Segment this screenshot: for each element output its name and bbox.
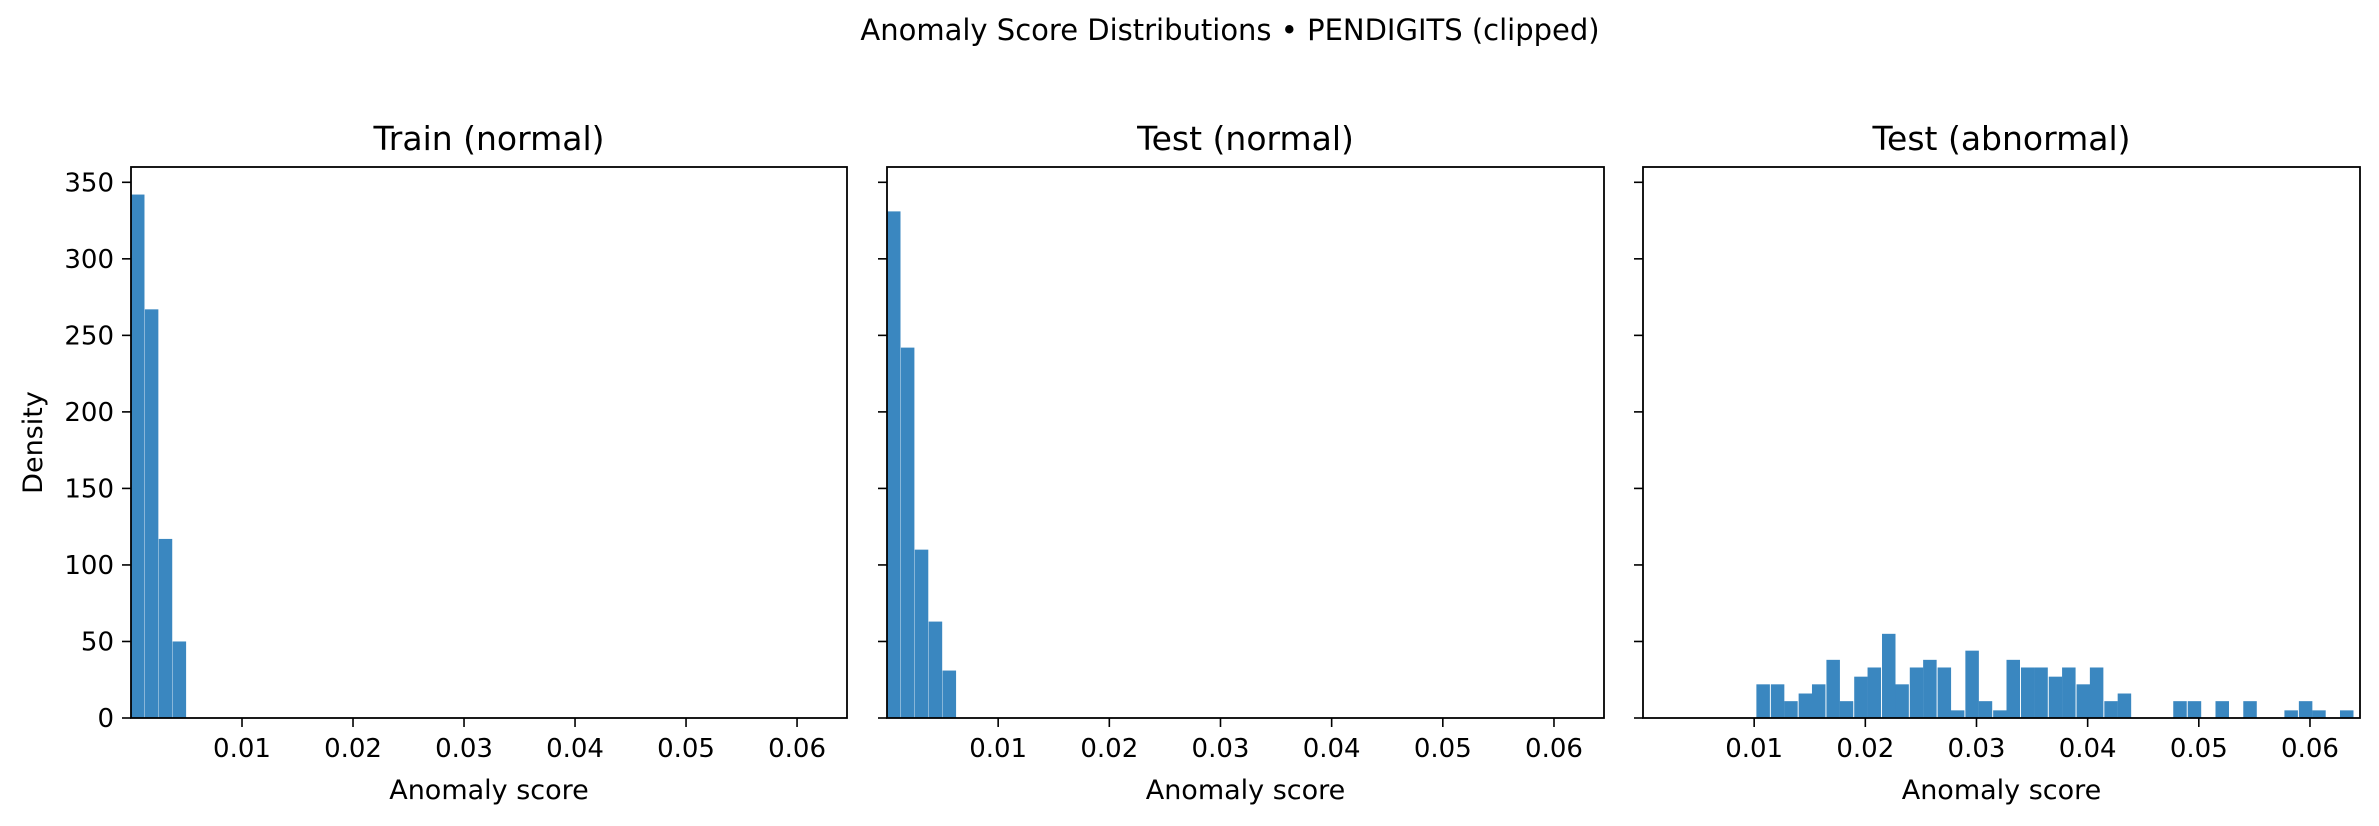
x-tick-label: 0.06 bbox=[768, 734, 826, 764]
histogram-bar bbox=[2020, 667, 2035, 718]
histogram-bar bbox=[2243, 701, 2257, 718]
histogram-bar bbox=[2312, 710, 2326, 718]
histogram-bar bbox=[131, 194, 145, 719]
y-tick-label: 150 bbox=[64, 474, 114, 504]
y-tick-label: 50 bbox=[81, 627, 114, 657]
histogram-bar bbox=[2298, 701, 2313, 718]
histogram-bar bbox=[2089, 667, 2104, 718]
y-tick-label: 0 bbox=[97, 704, 114, 734]
histogram-bar bbox=[900, 347, 915, 718]
histogram-bar bbox=[914, 549, 929, 718]
x-tick-label: 0.04 bbox=[1303, 734, 1361, 764]
x-tick-label: 0.02 bbox=[324, 734, 382, 764]
histogram-bar bbox=[1950, 710, 1965, 718]
histogram-bar bbox=[1937, 667, 1952, 718]
histogram-bar bbox=[158, 538, 173, 718]
y-tick-label: 200 bbox=[64, 398, 114, 428]
histogram-bar bbox=[1923, 659, 1937, 718]
x-tick-label: 0.05 bbox=[657, 734, 715, 764]
histogram-bar bbox=[1854, 676, 1868, 718]
x-axis-label: Anomaly score bbox=[1902, 775, 2102, 806]
histogram-bar bbox=[1965, 650, 1979, 718]
x-tick-label: 0.02 bbox=[1080, 734, 1138, 764]
x-tick-label: 0.06 bbox=[1525, 734, 1583, 764]
x-tick-label: 0.05 bbox=[2170, 734, 2228, 764]
x-tick-label: 0.01 bbox=[969, 734, 1027, 764]
histogram-bar bbox=[1867, 667, 1882, 718]
histogram-bar bbox=[1811, 684, 1826, 718]
x-tick-label: 0.01 bbox=[1725, 734, 1783, 764]
axes-frame bbox=[886, 166, 1605, 719]
histogram-bar bbox=[2339, 710, 2354, 718]
y-axis-label: Density bbox=[18, 391, 49, 494]
x-tick-label: 0.02 bbox=[1836, 734, 1894, 764]
y-tick-label: 300 bbox=[64, 245, 114, 275]
histogram-bar bbox=[2062, 667, 2076, 718]
histogram-bar bbox=[1826, 659, 1840, 718]
histogram-bar bbox=[2048, 676, 2063, 718]
histogram-bar bbox=[2187, 701, 2202, 718]
histogram-bar bbox=[1784, 701, 1798, 718]
x-axis-label: Anomaly score bbox=[389, 775, 589, 806]
histogram-bar bbox=[942, 670, 957, 718]
histogram-bar bbox=[1839, 701, 1854, 718]
panel-2: Test (normal) 0.01 0.02 0.03 0.04 0.05 0.06 Ano… bbox=[878, 119, 1605, 806]
histogram-bar bbox=[2006, 659, 2020, 718]
histogram-bar bbox=[1798, 693, 1813, 718]
histogram-bar bbox=[144, 309, 159, 718]
figure-suptitle: Anomaly Score Distributions • PENDIGITS … bbox=[860, 13, 1599, 47]
y-tick-label: 100 bbox=[64, 551, 114, 581]
histogram-bar bbox=[1993, 710, 2007, 718]
panel-3: Test (abnormal) 0.01 0.02 0.03 0.04 0.05 0.06 A… bbox=[1634, 119, 2361, 806]
panel-title: Test (abnormal) bbox=[1871, 119, 2130, 158]
axes-frame bbox=[1642, 166, 2361, 719]
x-axis-label: Anomaly score bbox=[1146, 775, 1346, 806]
x-tick-label: 0.05 bbox=[1414, 734, 1472, 764]
x-tick-label: 0.04 bbox=[546, 734, 604, 764]
x-tick-label: 0.03 bbox=[435, 734, 493, 764]
histogram-bar bbox=[1909, 667, 1924, 718]
axes-frame bbox=[130, 166, 848, 719]
x-tick-label: 0.03 bbox=[1192, 734, 1250, 764]
histogram-bar bbox=[172, 641, 187, 718]
histogram-bar bbox=[887, 211, 901, 718]
histogram-bar bbox=[1756, 684, 1770, 718]
histogram-bar bbox=[2104, 701, 2118, 718]
histogram-bar bbox=[2215, 701, 2229, 718]
histogram-bar bbox=[1770, 684, 1785, 718]
panel-1: Train (normal) 0.01 0.02 0.03 0.04 0.05 0.06 An… bbox=[18, 119, 848, 806]
y-tick-label: 350 bbox=[64, 168, 114, 198]
panels: Train (normal) 0.01 0.02 0.03 0.04 0.05 0.06 An… bbox=[18, 119, 2361, 806]
histogram-bar bbox=[2284, 710, 2298, 718]
histogram-bar bbox=[1882, 633, 1896, 718]
histogram-bar bbox=[2173, 701, 2187, 718]
panel-title: Test (normal) bbox=[1136, 119, 1354, 158]
histogram-bar bbox=[2034, 667, 2048, 718]
x-tick-label: 0.01 bbox=[213, 734, 271, 764]
x-tick-label: 0.06 bbox=[2281, 734, 2339, 764]
panel-title: Train (normal) bbox=[372, 119, 604, 158]
y-tick-label: 250 bbox=[64, 321, 114, 351]
x-tick-label: 0.04 bbox=[2059, 734, 2117, 764]
histogram-bar bbox=[1895, 684, 1909, 718]
x-tick-label: 0.03 bbox=[1948, 734, 2006, 764]
histogram-bar bbox=[2076, 684, 2091, 718]
histogram-bar bbox=[928, 621, 943, 718]
histogram-bar bbox=[2117, 693, 2132, 718]
histogram-bar bbox=[1978, 701, 1993, 718]
